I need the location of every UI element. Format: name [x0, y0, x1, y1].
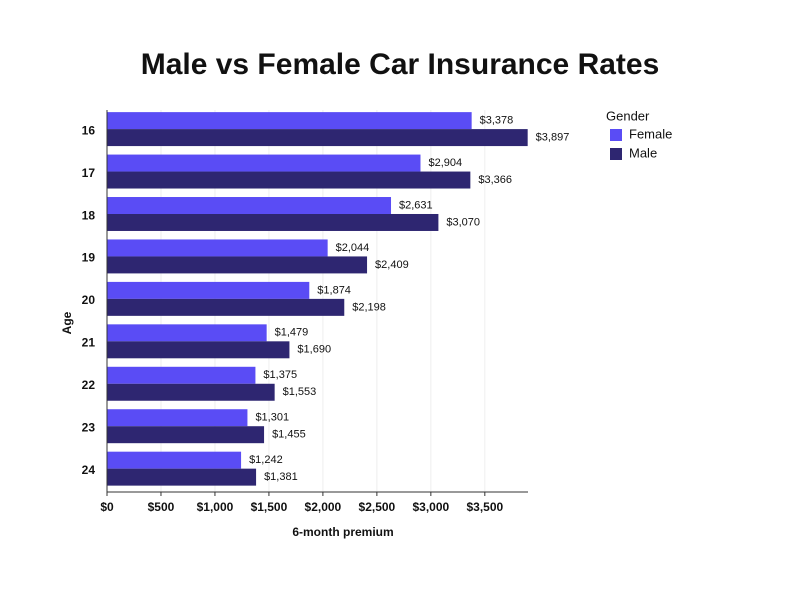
legend-swatch — [610, 129, 622, 141]
value-label: $3,070 — [446, 216, 480, 228]
value-label: $1,301 — [255, 412, 289, 424]
legend-label: Male — [629, 145, 657, 160]
x-tick-label: $1,500 — [251, 500, 288, 514]
bar — [107, 112, 472, 130]
y-tick-label: 23 — [82, 421, 96, 435]
bar — [107, 129, 528, 147]
value-label: $1,242 — [249, 454, 283, 466]
legend-swatch — [610, 148, 622, 160]
bar — [107, 154, 421, 172]
bar — [107, 239, 328, 257]
x-axis-title: 6-month premium — [292, 525, 393, 539]
x-tick-label: $1,000 — [197, 500, 234, 514]
bar — [107, 383, 275, 401]
bar — [107, 409, 248, 427]
value-label: $3,897 — [536, 131, 570, 143]
x-tick-label: $3,000 — [412, 500, 449, 514]
value-label: $1,375 — [263, 369, 297, 381]
x-tick-label: $3,500 — [466, 500, 503, 514]
chart-title: Male vs Female Car Insurance Rates — [141, 48, 660, 81]
y-tick-label: 17 — [82, 166, 96, 180]
x-tick-label: $2,500 — [359, 500, 396, 514]
value-label: $1,553 — [283, 386, 317, 398]
value-label: $1,690 — [297, 344, 331, 356]
y-tick-label: 20 — [82, 293, 96, 307]
value-label: $1,874 — [317, 284, 351, 296]
x-tick-label: $2,000 — [305, 500, 342, 514]
value-label: $1,479 — [275, 327, 309, 339]
y-tick-label: 22 — [82, 378, 96, 392]
y-tick-label: 18 — [82, 208, 96, 222]
value-label: $2,409 — [375, 259, 409, 271]
bar — [107, 426, 265, 444]
bar — [107, 256, 368, 274]
y-tick-label: 24 — [82, 463, 96, 477]
legend-title: Gender — [606, 108, 650, 123]
value-label: $1,455 — [272, 429, 306, 441]
y-tick-label: 16 — [82, 123, 96, 137]
x-tick-label: $0 — [100, 500, 114, 514]
value-label: $2,904 — [428, 157, 462, 169]
bar — [107, 171, 471, 189]
y-tick-label: 19 — [82, 251, 96, 265]
bar — [107, 213, 439, 231]
legend-label: Female — [629, 126, 672, 141]
bar — [107, 298, 345, 316]
value-label: $1,381 — [264, 471, 298, 483]
bar — [107, 451, 242, 469]
value-label: $2,631 — [399, 199, 433, 211]
bar — [107, 197, 392, 214]
y-tick-label: 21 — [82, 336, 96, 350]
value-label: $3,366 — [478, 174, 512, 186]
bar — [107, 324, 267, 342]
bar — [107, 341, 290, 359]
value-label: $3,378 — [480, 115, 514, 127]
bar — [107, 366, 256, 384]
x-tick-label: $500 — [148, 500, 175, 514]
value-label: $2,044 — [336, 242, 370, 254]
value-label: $2,198 — [352, 301, 386, 313]
bar — [107, 281, 310, 299]
y-axis-title: Age — [60, 311, 74, 334]
bar — [107, 468, 257, 486]
